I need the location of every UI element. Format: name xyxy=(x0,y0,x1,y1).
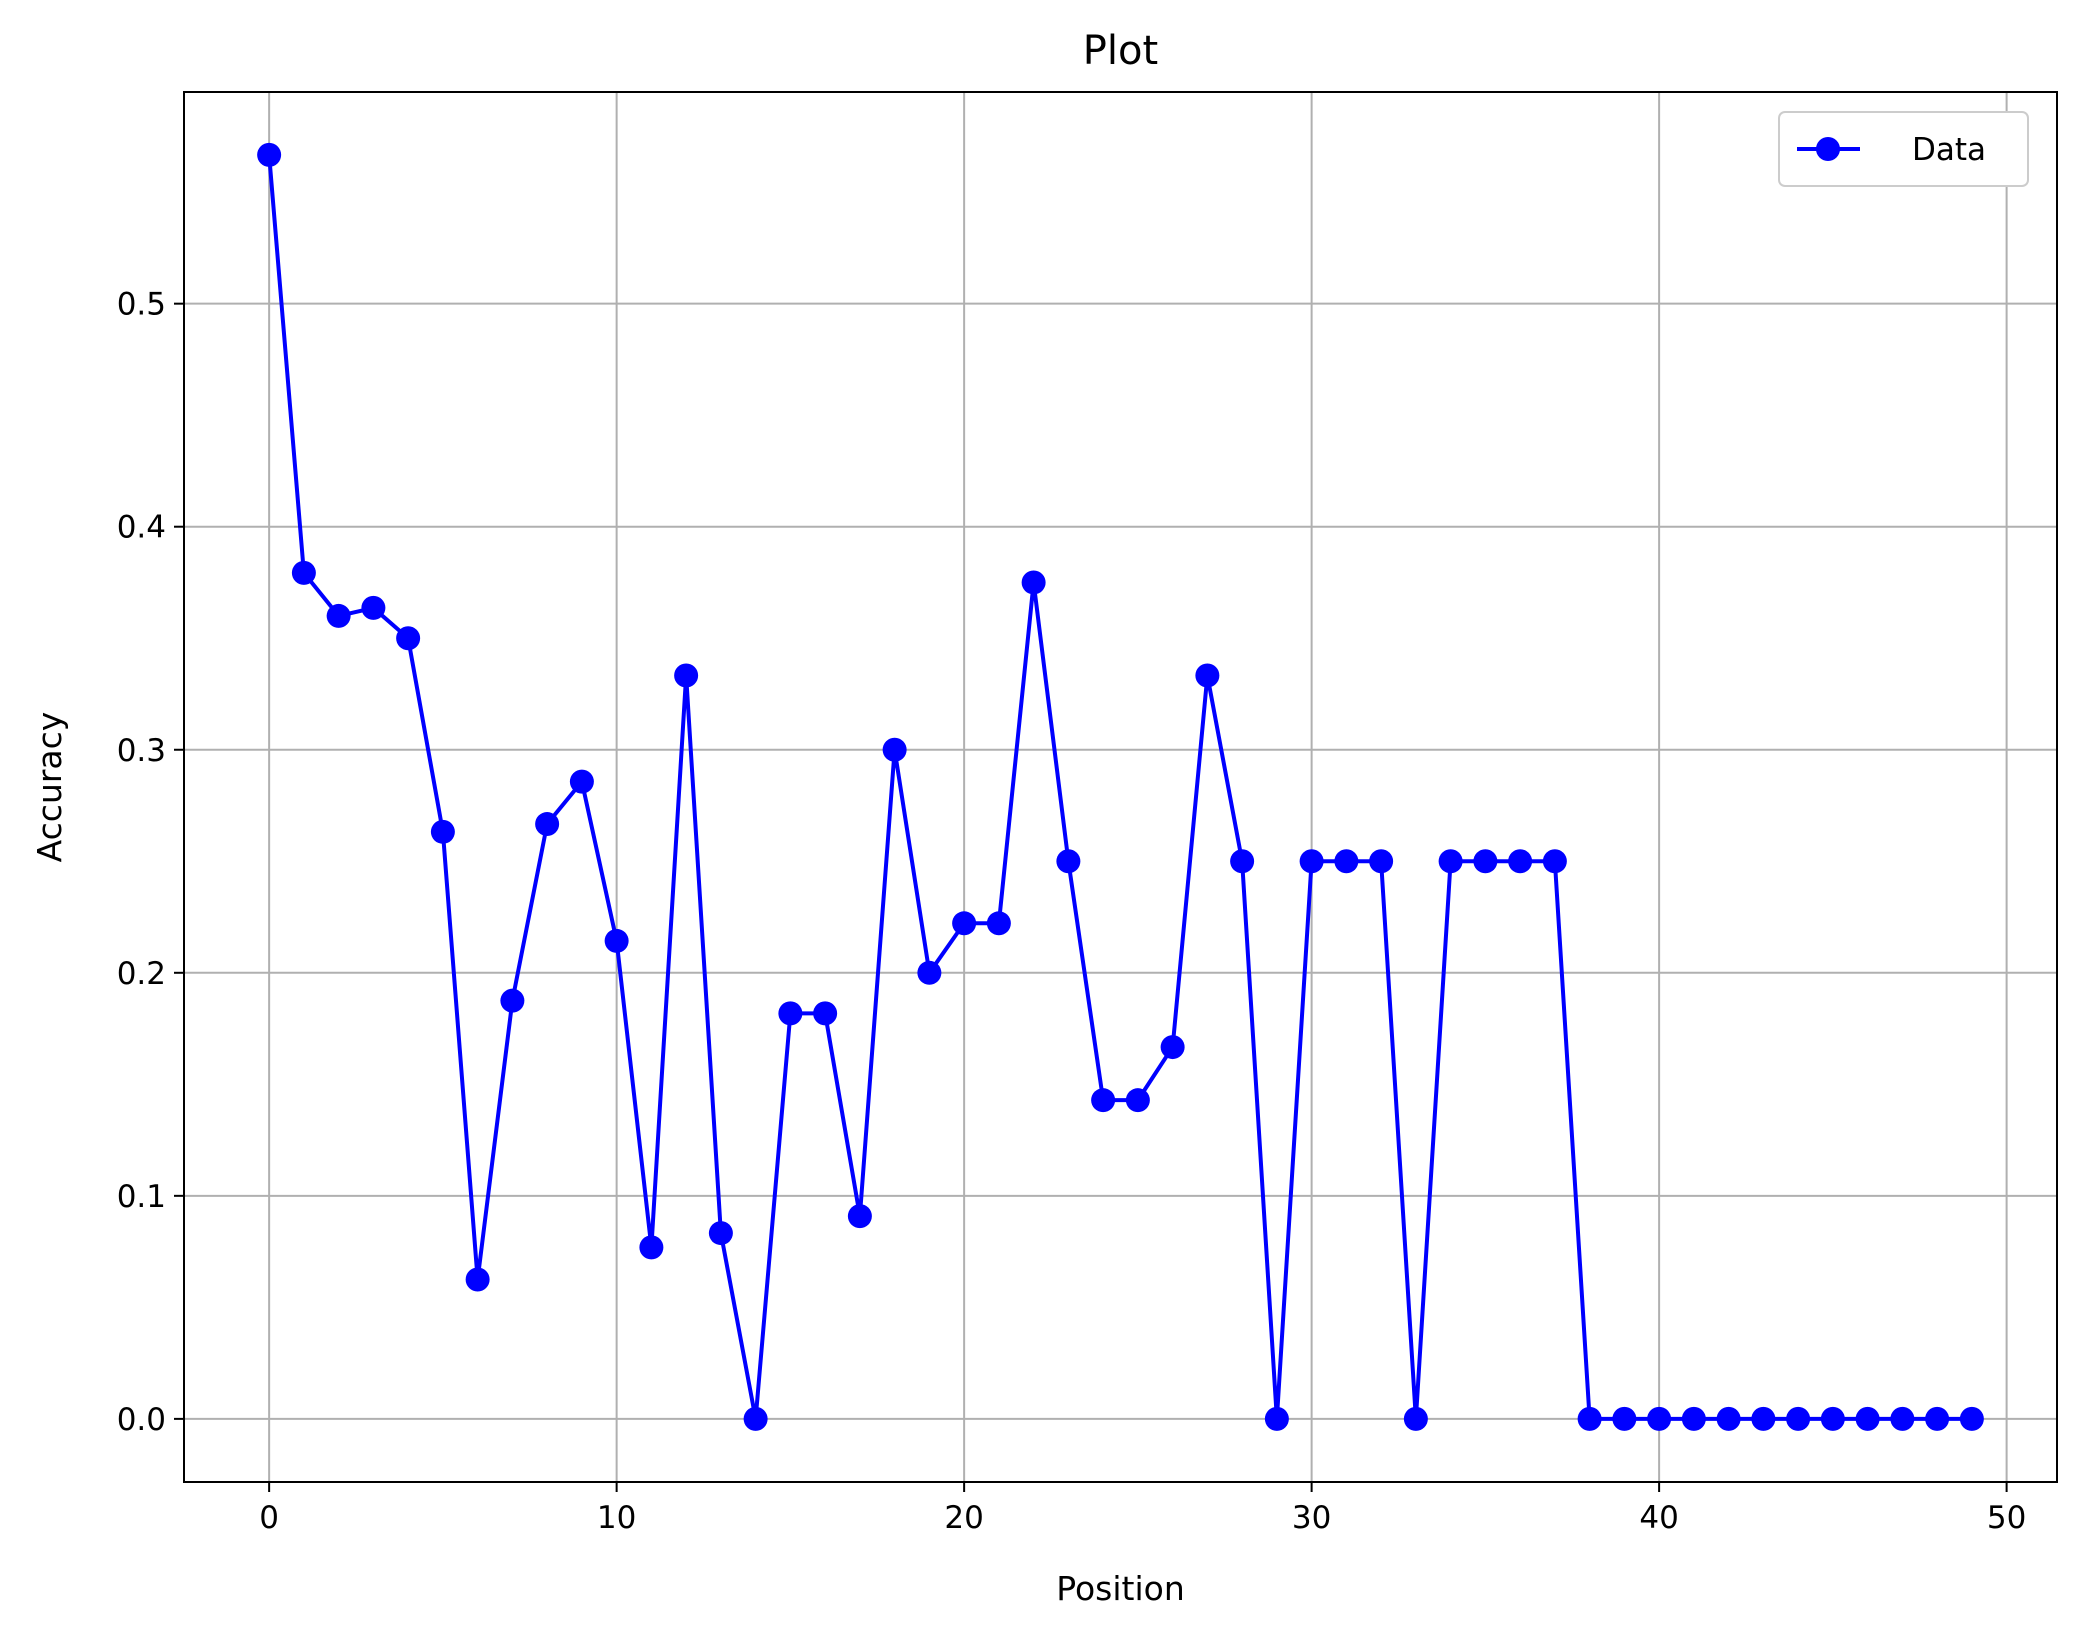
data-point xyxy=(1716,1406,1741,1431)
data-point xyxy=(639,1235,664,1260)
x-tick-label: 10 xyxy=(597,1500,636,1536)
data-point xyxy=(430,819,455,844)
data-point xyxy=(535,812,560,837)
data-point xyxy=(1160,1035,1185,1060)
data-point xyxy=(396,626,421,651)
data-point xyxy=(361,595,386,620)
data-point xyxy=(1056,849,1081,874)
data-point xyxy=(1751,1406,1776,1431)
legend-label: Data xyxy=(1912,132,1986,168)
data-point xyxy=(291,560,316,585)
y-tick-label: 0.2 xyxy=(117,956,166,992)
data-point xyxy=(1334,849,1359,874)
data-point xyxy=(882,737,907,762)
data-point xyxy=(604,928,629,953)
legend: Data xyxy=(1778,111,2029,187)
data-point xyxy=(986,911,1011,936)
x-tick-label: 40 xyxy=(1639,1500,1678,1536)
y-tick-label: 0.4 xyxy=(117,510,166,546)
data-point xyxy=(1959,1406,1984,1431)
data-point xyxy=(1647,1406,1672,1431)
data-point xyxy=(813,1001,838,1026)
series-points-group xyxy=(257,142,1984,1431)
data-point xyxy=(1542,849,1567,874)
y-axis-label: Accuracy xyxy=(30,712,69,863)
y-tick-label: 0.1 xyxy=(117,1179,166,1215)
data-point xyxy=(917,960,942,985)
data-point xyxy=(778,1001,803,1026)
grid-lines xyxy=(184,92,2057,1482)
data-point xyxy=(1403,1406,1428,1431)
data-point xyxy=(1230,849,1255,874)
data-point xyxy=(465,1267,490,1292)
data-point xyxy=(1438,849,1463,874)
data-point xyxy=(1890,1406,1915,1431)
x-tick-label: 0 xyxy=(259,1500,279,1536)
data-point xyxy=(952,911,977,936)
y-tick-label: 0.0 xyxy=(117,1402,166,1438)
x-axis-label: Position xyxy=(1056,1569,1185,1608)
legend-marker-icon xyxy=(1816,137,1840,161)
y-tick-label: 0.5 xyxy=(117,287,166,323)
data-point xyxy=(743,1406,768,1431)
data-point xyxy=(1855,1406,1880,1431)
data-point xyxy=(326,603,351,628)
data-point xyxy=(1195,663,1220,688)
data-point xyxy=(257,142,282,167)
data-point xyxy=(1125,1088,1150,1113)
data-point xyxy=(1473,849,1498,874)
data-point xyxy=(674,663,699,688)
data-point xyxy=(1681,1406,1706,1431)
data-point xyxy=(1925,1406,1950,1431)
data-point xyxy=(569,769,594,794)
data-point xyxy=(1021,570,1046,595)
data-point xyxy=(708,1221,733,1246)
x-axis-ticks: 0 10 20 30 40 50 xyxy=(259,1482,2026,1536)
x-tick-label: 30 xyxy=(1292,1500,1331,1536)
data-point xyxy=(1299,849,1324,874)
data-point xyxy=(1820,1406,1845,1431)
x-tick-label: 20 xyxy=(944,1500,983,1536)
data-point xyxy=(1508,849,1533,874)
chart-title: Plot xyxy=(1083,28,1158,74)
data-point xyxy=(1786,1406,1811,1431)
data-point xyxy=(1264,1406,1289,1431)
x-tick-label: 50 xyxy=(1987,1500,2026,1536)
data-point xyxy=(1577,1406,1602,1431)
data-point xyxy=(1612,1406,1637,1431)
data-point xyxy=(500,988,525,1013)
data-point xyxy=(847,1204,872,1229)
y-tick-label: 0.3 xyxy=(117,733,166,769)
axes-frame xyxy=(183,91,2058,1483)
data-point xyxy=(1091,1088,1116,1113)
legend-box xyxy=(1778,111,2029,187)
y-axis-ticks: 0.0 0.1 0.2 0.3 0.4 0.5 xyxy=(117,287,184,1438)
data-point xyxy=(1369,849,1394,874)
